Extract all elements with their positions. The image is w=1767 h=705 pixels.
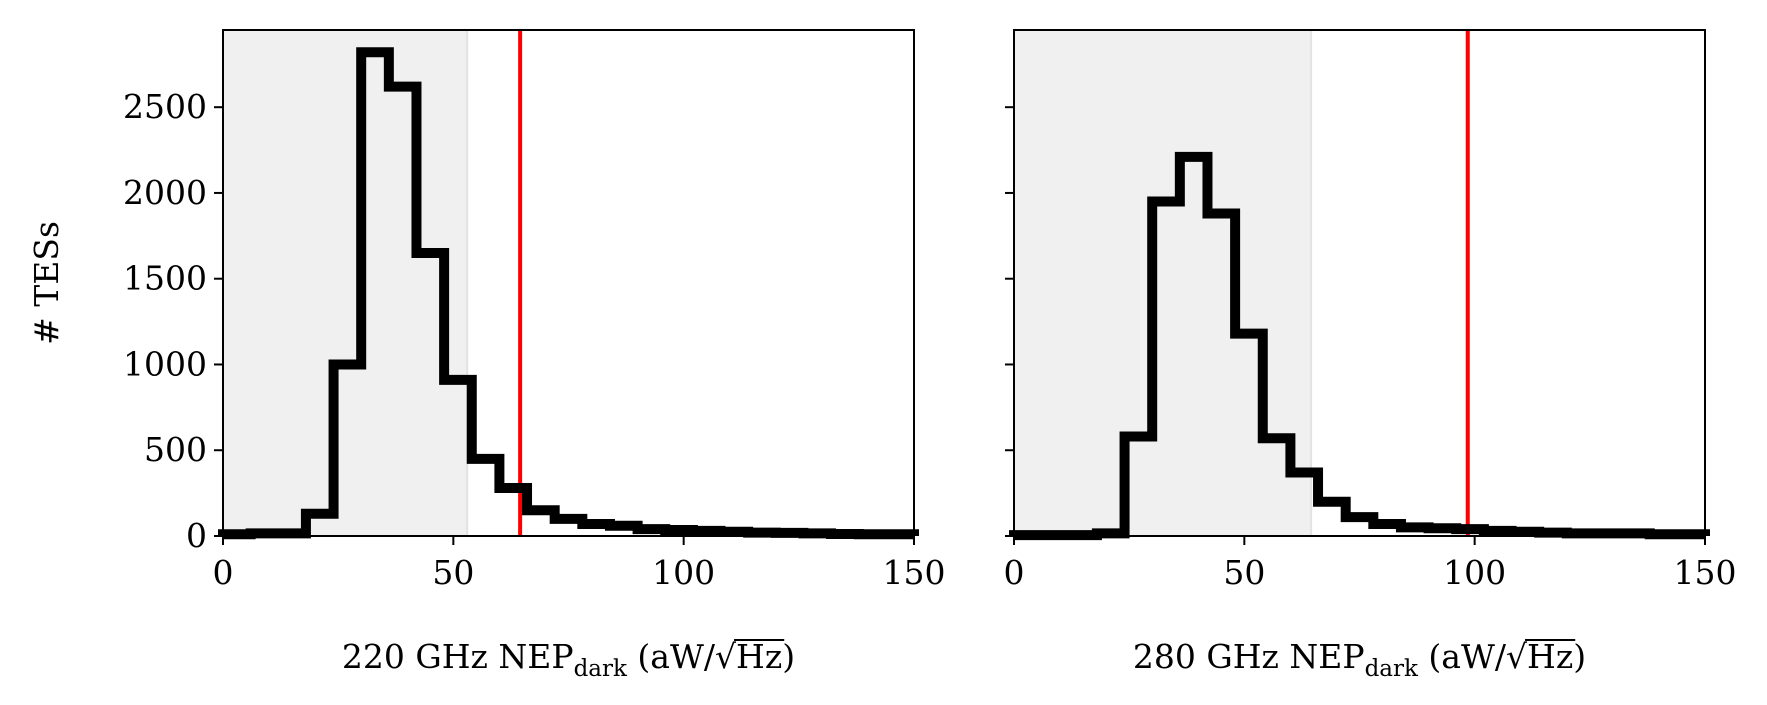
y-tick-label: 0 (186, 516, 207, 555)
radicand: Hz (1527, 637, 1573, 676)
panel-2: 0 50 100 150 280 GHz NEPdark (aW/√Hz) (1004, 29, 1737, 682)
x-tick-label: 50 (1223, 553, 1265, 592)
axes-frame (1013, 29, 1706, 537)
histogram-steps (1009, 151, 1710, 541)
shaded-region (223, 30, 468, 536)
y-tick-label: 1000 (123, 344, 207, 383)
y-axis-label: # TESs (27, 221, 66, 345)
x-tick-label: 100 (1443, 553, 1506, 592)
x-tick-label: 0 (1004, 553, 1025, 592)
histogram-steps (218, 47, 919, 540)
x-axis-label: 220 GHz NEPdark (aW/√Hz) (342, 637, 795, 682)
y-tick-label: 2000 (123, 173, 207, 212)
x-axis-label: 280 GHz NEPdark (aW/√Hz) (1133, 637, 1586, 682)
x-tick-label: 150 (883, 553, 946, 592)
axes-frame (222, 29, 915, 537)
y-tick-label: 2500 (123, 87, 207, 126)
y-tick-label: 500 (144, 430, 207, 469)
radicand: Hz (736, 637, 782, 676)
x-tick-label: 0 (213, 553, 234, 592)
shaded-region (1014, 30, 1312, 536)
x-tick-label: 50 (432, 553, 474, 592)
x-tick-label: 150 (1674, 553, 1737, 592)
y-tick-label: 1500 (123, 259, 207, 298)
x-tick-label: 100 (652, 553, 715, 592)
